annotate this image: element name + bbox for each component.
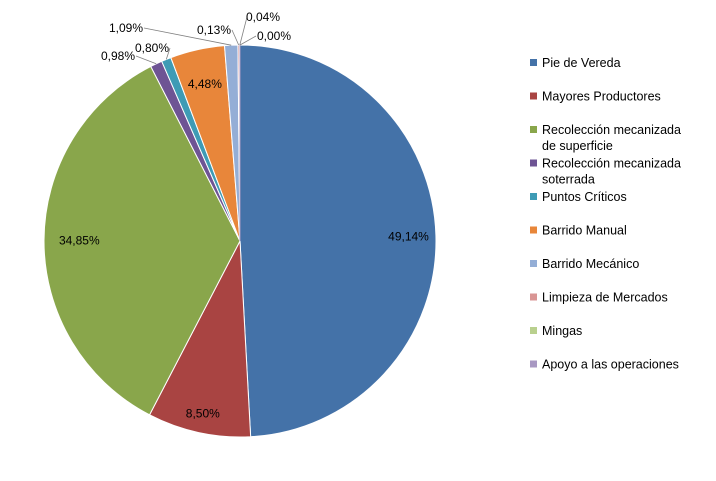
legend-item-barrido-manual: Barrido Manual [530,224,627,238]
data-labels: 49,14% 8,50% 34,85% 0,98%0,80% 4,48% 1,09% 0,1… [59,10,429,420]
legend-swatch [530,159,537,167]
legend-swatch [530,360,537,368]
legend-item-recoleccion-mecanizada-de-superficie: Recolección mecanizada de superficie [530,123,681,153]
legend-label: Recolección mecanizada [542,157,681,171]
legend-label: Mingas [542,324,582,338]
legend-swatch [530,293,537,301]
legend-swatch [530,327,537,334]
data-label-mingas: 0,04% [246,10,280,24]
pie-slice-recoleccion-mecanizada-de-superficie [43,65,241,416]
data-label-barrido-mecanico: 1,09% [109,21,143,35]
leader-line-apoyo-a-las-operaciones [239,35,257,46]
legend-item-barrido-mecanico: Barrido Mecánico [530,257,639,271]
legend-item-pie-de-vereda: Pie de Vereda [530,56,621,70]
legend-label: Pie de Vereda [542,56,621,70]
legend-item-puntos-criticos: Puntos Críticos [530,190,627,204]
legend-swatch [530,226,537,234]
legend-item-mayores-productores: Mayores Productores [530,90,661,104]
data-label-recoleccion-mecanizada-soterrada: 0,98% [101,49,135,63]
legend-item-recoleccion-mecanizada-soterrada: Recolección mecanizada soterrada [530,157,681,187]
pie-slice-pie-de-vereda [239,44,437,438]
leader-line-limpieza-de-mercados [231,29,240,46]
legend-label: Barrido Manual [542,224,627,238]
legend-label: Mayores Productores [542,90,661,104]
leader-line-mingas [239,16,248,46]
legend-item-limpieza-de-mercados: Limpieza de Mercados [530,291,668,305]
legend-label: Limpieza de Mercados [542,291,668,305]
data-label-mayores-productores: 8,50% [186,406,220,420]
leader-line-puntos-criticos [165,47,171,60]
leader-lines [135,16,257,65]
leader-line-barrido-mecanico [143,27,232,46]
legend-label: Puntos Críticos [542,190,627,204]
pie-slices [43,44,437,438]
legend: Pie de Vereda Mayores Productores Recolecc… [530,56,681,372]
legend-swatch [530,193,537,200]
data-label-apoyo-a-las-operaciones: 0,00% [257,29,291,43]
data-label-limpieza-de-mercados: 0,13% [197,23,231,37]
leader-line-recoleccion-mecanizada-soterrada [135,55,157,65]
data-label-pie-de-vereda: 49,14% [388,229,429,243]
legend-item-mingas: Mingas [530,324,582,338]
legend-swatch [530,126,537,133]
legend-label: Barrido Mecánico [542,257,639,271]
legend-label: de superficie [542,139,613,153]
legend-swatch [530,92,537,100]
legend-swatch [530,260,537,267]
legend-item-apoyo-a-las-operaciones: Apoyo a las operaciones [530,358,679,372]
legend-label: Recolección mecanizada [542,123,681,137]
data-label-puntos-criticos: 0,80% [135,41,169,55]
data-label-recoleccion-mecanizada-de-superficie: 34,85% [59,233,100,247]
legend-swatch [530,59,537,66]
legend-label: soterrada [542,173,595,187]
data-label-barrido-manual: 4,48% [188,77,222,91]
pie-slice-mayores-productores [148,239,252,438]
legend-label: Apoyo a las operaciones [542,358,679,372]
